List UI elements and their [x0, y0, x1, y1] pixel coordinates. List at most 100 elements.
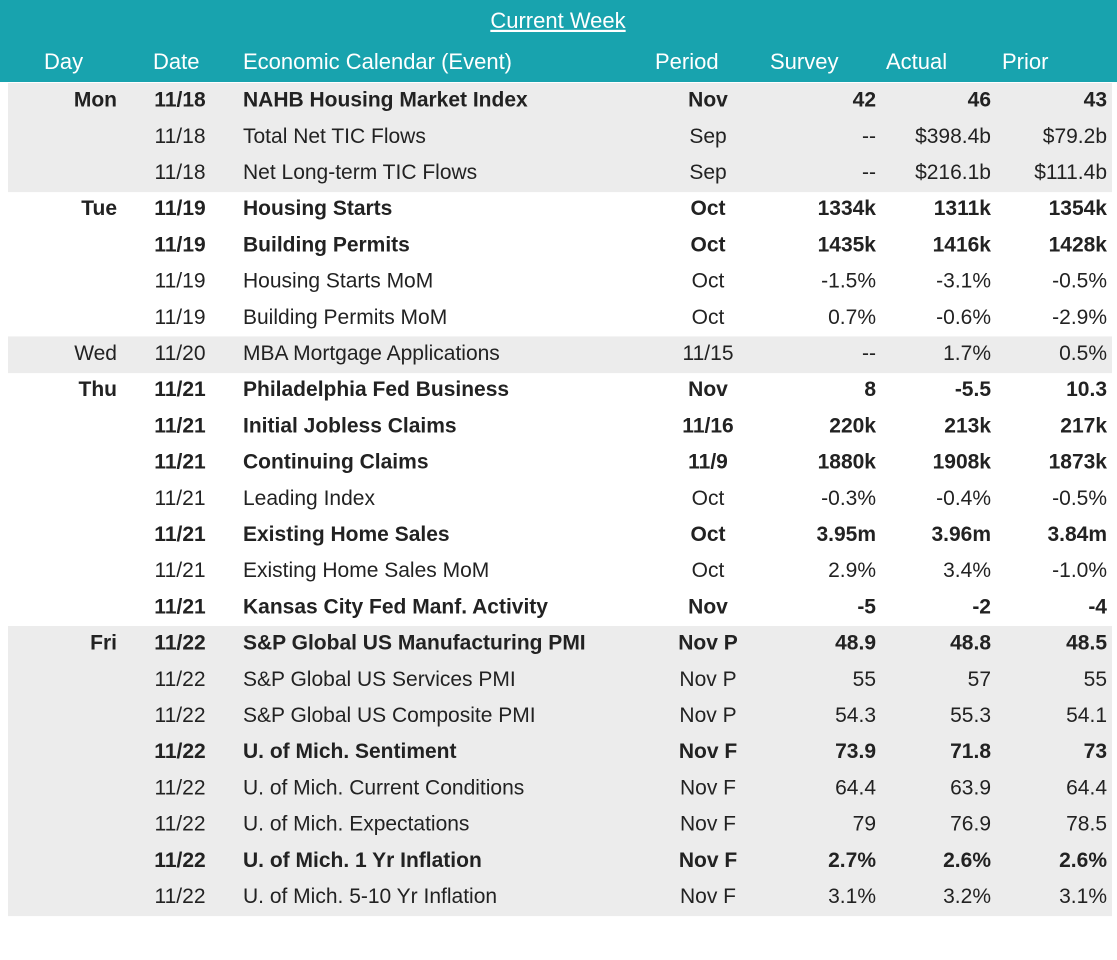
prior-cell: 1428k	[1049, 233, 1108, 256]
survey-cell: 8	[864, 378, 876, 401]
survey-cell: -0.3%	[821, 487, 876, 510]
period-cell: Sep	[689, 125, 726, 148]
period-cell: Nov F	[679, 740, 738, 763]
event-cell: Building Permits MoM	[243, 306, 447, 329]
prior-cell: -4	[1088, 595, 1107, 618]
event-cell: Kansas City Fed Manf. Activity	[243, 595, 548, 618]
column-header: Actual	[886, 49, 947, 74]
column-header: Survey	[770, 49, 838, 74]
date-cell: 11/22	[155, 704, 206, 727]
survey-cell: 48.9	[835, 632, 876, 655]
event-cell: Existing Home Sales MoM	[243, 559, 489, 582]
survey-cell: 73.9	[835, 740, 876, 763]
survey-cell: 3.95m	[816, 523, 876, 546]
survey-cell: 0.7%	[828, 306, 876, 329]
row-background	[8, 698, 1112, 736]
prior-cell: 1354k	[1049, 197, 1108, 220]
row-background	[8, 843, 1112, 880]
date-cell: 11/21	[155, 559, 206, 582]
actual-cell: -0.4%	[936, 487, 991, 510]
date-cell: 11/21	[154, 523, 206, 546]
actual-cell: 48.8	[950, 632, 991, 655]
period-cell: Nov P	[679, 668, 736, 691]
date-cell: 11/22	[154, 849, 205, 872]
date-cell: 11/18	[154, 89, 206, 112]
actual-cell: 46	[968, 89, 991, 112]
actual-cell: -5.5	[955, 378, 992, 401]
prior-cell: 217k	[1060, 414, 1107, 437]
survey-cell: 54.3	[835, 704, 876, 727]
actual-cell: 1311k	[934, 197, 992, 220]
event-cell: Continuing Claims	[243, 451, 429, 474]
actual-cell: $216.1b	[915, 161, 991, 184]
survey-cell: 220k	[829, 414, 876, 437]
date-cell: 11/21	[154, 414, 206, 437]
day-cell: Thu	[79, 378, 117, 401]
period-cell: Nov F	[680, 885, 736, 908]
prior-cell: -1.0%	[1052, 559, 1107, 582]
period-cell: 11/16	[682, 414, 733, 437]
date-cell: 11/22	[155, 668, 206, 691]
prior-cell: 1873k	[1049, 451, 1108, 474]
event-cell: Philadelphia Fed Business	[243, 378, 509, 401]
prior-cell: $111.4b	[1034, 161, 1107, 184]
survey-cell: 79	[853, 813, 876, 836]
event-cell: U. of Mich. Expectations	[243, 813, 469, 836]
period-cell: Oct	[692, 559, 725, 582]
survey-cell: --	[862, 125, 876, 148]
prior-cell: 43	[1084, 89, 1107, 112]
event-cell: NAHB Housing Market Index	[243, 89, 528, 112]
date-cell: 11/22	[154, 740, 205, 763]
date-cell: 11/21	[154, 378, 206, 401]
period-cell: Nov F	[680, 776, 736, 799]
prior-cell: 55	[1084, 668, 1107, 691]
survey-cell: 55	[853, 668, 876, 691]
prior-cell: 54.1	[1066, 704, 1107, 727]
header-band	[0, 0, 1117, 82]
survey-cell: 64.4	[835, 776, 876, 799]
actual-cell: 1.7%	[943, 342, 991, 365]
event-cell: Housing Starts	[243, 197, 392, 220]
survey-cell: 1880k	[818, 451, 877, 474]
actual-cell: 3.96m	[931, 523, 991, 546]
survey-cell: -1.5%	[821, 270, 876, 293]
row-background	[8, 626, 1112, 663]
period-cell: Oct	[692, 270, 725, 293]
actual-cell: -2	[972, 595, 991, 618]
date-cell: 11/19	[155, 270, 206, 293]
event-cell: U. of Mich. 1 Yr Inflation	[243, 849, 482, 872]
prior-cell: 0.5%	[1059, 342, 1107, 365]
actual-cell: 3.4%	[943, 559, 991, 582]
actual-cell: 71.8	[950, 740, 991, 763]
actual-cell: 76.9	[950, 813, 991, 836]
date-cell: 11/22	[154, 632, 205, 655]
row-background	[8, 336, 1112, 374]
period-cell: Nov F	[680, 813, 736, 836]
period-cell: Nov	[688, 595, 728, 618]
event-cell: Leading Index	[243, 487, 375, 510]
event-cell: Building Permits	[243, 233, 410, 256]
prior-cell: 48.5	[1066, 632, 1107, 655]
actual-cell: -3.1%	[936, 270, 991, 293]
period-cell: Nov F	[679, 849, 738, 872]
survey-cell: 1435k	[818, 233, 877, 256]
date-cell: 11/18	[155, 161, 206, 184]
prior-cell: $79.2b	[1043, 125, 1107, 148]
survey-cell: 42	[853, 89, 876, 112]
prior-cell: 2.6%	[1059, 849, 1107, 872]
column-header: Date	[153, 49, 199, 74]
date-cell: 11/21	[154, 451, 206, 474]
event-cell: MBA Mortgage Applications	[243, 342, 500, 365]
day-cell: Wed	[74, 342, 117, 365]
period-cell: Nov P	[678, 632, 738, 655]
survey-cell: --	[862, 342, 876, 365]
actual-cell: 3.2%	[943, 885, 991, 908]
prior-cell: 73	[1084, 740, 1107, 763]
event-cell: S&P Global US Composite PMI	[243, 704, 536, 727]
date-cell: 11/18	[155, 125, 206, 148]
day-cell: Mon	[74, 89, 117, 112]
row-background	[8, 734, 1112, 772]
actual-cell: 57	[968, 668, 991, 691]
column-header: Prior	[1002, 49, 1048, 74]
